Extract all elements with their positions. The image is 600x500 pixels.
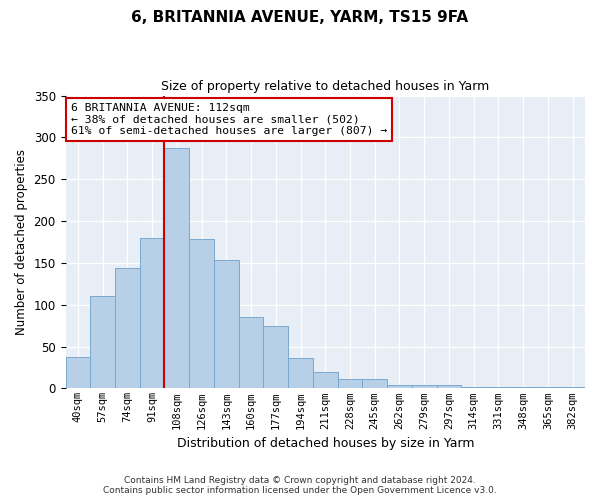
Bar (288, 358, 313, 388)
Bar (313, 372, 338, 388)
Bar (511, 386, 536, 388)
Bar (115, 268, 140, 388)
Text: Contains HM Land Registry data © Crown copyright and database right 2024.
Contai: Contains HM Land Registry data © Crown c… (103, 476, 497, 495)
Text: 6, BRITANNIA AVENUE, YARM, TS15 9FA: 6, BRITANNIA AVENUE, YARM, TS15 9FA (131, 10, 469, 25)
Title: Size of property relative to detached houses in Yarm: Size of property relative to detached ho… (161, 80, 490, 93)
Bar (90, 296, 115, 388)
Bar (362, 379, 387, 388)
Bar (560, 386, 585, 388)
Bar (486, 386, 511, 388)
Bar (437, 385, 461, 388)
X-axis label: Distribution of detached houses by size in Yarm: Distribution of detached houses by size … (176, 437, 474, 450)
Bar (387, 385, 412, 388)
Bar (189, 240, 214, 388)
Bar (412, 385, 437, 388)
Bar (536, 386, 560, 388)
Bar (461, 386, 486, 388)
Text: 6 BRITANNIA AVENUE: 112sqm
← 38% of detached houses are smaller (502)
61% of sem: 6 BRITANNIA AVENUE: 112sqm ← 38% of deta… (71, 103, 387, 136)
Bar (338, 379, 362, 388)
Bar (263, 326, 288, 388)
Bar (65, 356, 90, 388)
Bar (164, 148, 189, 388)
Bar (239, 318, 263, 388)
Bar (214, 260, 239, 388)
Bar (140, 238, 164, 388)
Y-axis label: Number of detached properties: Number of detached properties (15, 149, 28, 335)
